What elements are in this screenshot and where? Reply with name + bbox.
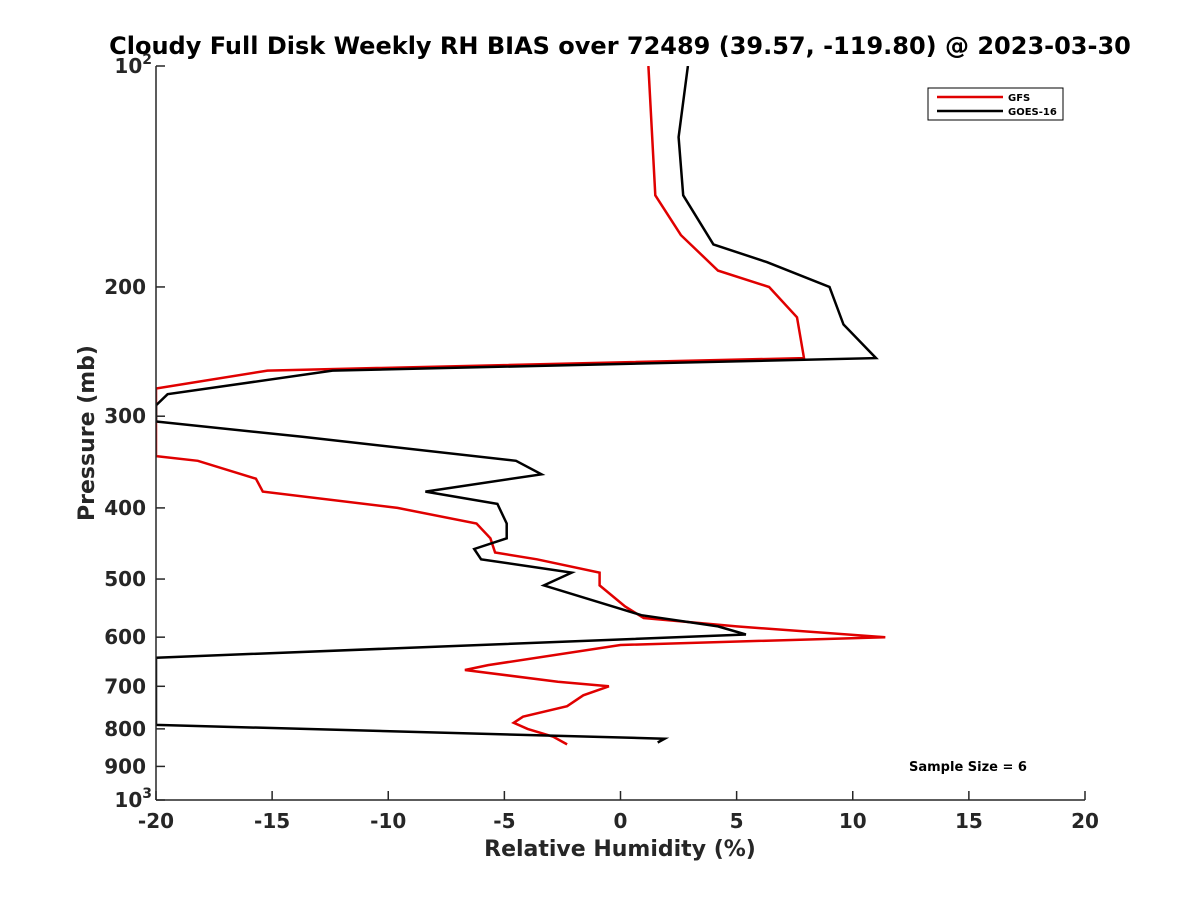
y-tick-label: 103	[114, 786, 152, 812]
plot-area	[156, 66, 886, 746]
x-tick-label: -10	[370, 809, 406, 833]
x-tick-label: -15	[254, 809, 290, 833]
y-tick-label: 500	[104, 567, 146, 591]
x-tick-label: 0	[614, 809, 628, 833]
legend-label-goes-16: GOES-16	[1008, 107, 1057, 118]
y-tick-label: 300	[104, 404, 146, 428]
legend-box	[927, 87, 1064, 121]
x-axis-label: Relative Humidity (%)	[484, 837, 756, 862]
sample-size-annotation: Sample Size = 6	[909, 760, 1027, 775]
y-tick-label: 200	[104, 275, 146, 299]
legend: GFS GOES-16	[927, 87, 1064, 121]
y-tick-label: 700	[104, 674, 146, 698]
x-tick-label: 5	[730, 809, 744, 833]
x-tick-label: -20	[138, 809, 174, 833]
y-tick-label: 400	[104, 496, 146, 520]
x-axis-ticks: -20 -15 -10 -5 0 5 10 15 20	[138, 791, 1099, 833]
y-tick-label: 102	[114, 52, 152, 78]
series-line-goes-16	[156, 66, 879, 744]
y-tick-label: 800	[104, 717, 146, 741]
series-line-gfs	[156, 66, 886, 746]
series-group	[156, 66, 886, 746]
chart-title: Cloudy Full Disk Weekly RH BIAS over 724…	[109, 32, 1131, 60]
x-tick-label: 15	[955, 809, 983, 833]
y-axis-label: Pressure (mb)	[75, 345, 100, 521]
y-tick-label: 900	[104, 754, 146, 778]
x-tick-label: -5	[493, 809, 515, 833]
x-tick-label: 10	[839, 809, 867, 833]
y-axis-ticks: 102 200 300 400 500 600 700 800 900 103	[104, 52, 165, 812]
y-tick-label: 600	[104, 625, 146, 649]
x-tick-label: 20	[1071, 809, 1099, 833]
legend-label-gfs: GFS	[1008, 93, 1030, 104]
